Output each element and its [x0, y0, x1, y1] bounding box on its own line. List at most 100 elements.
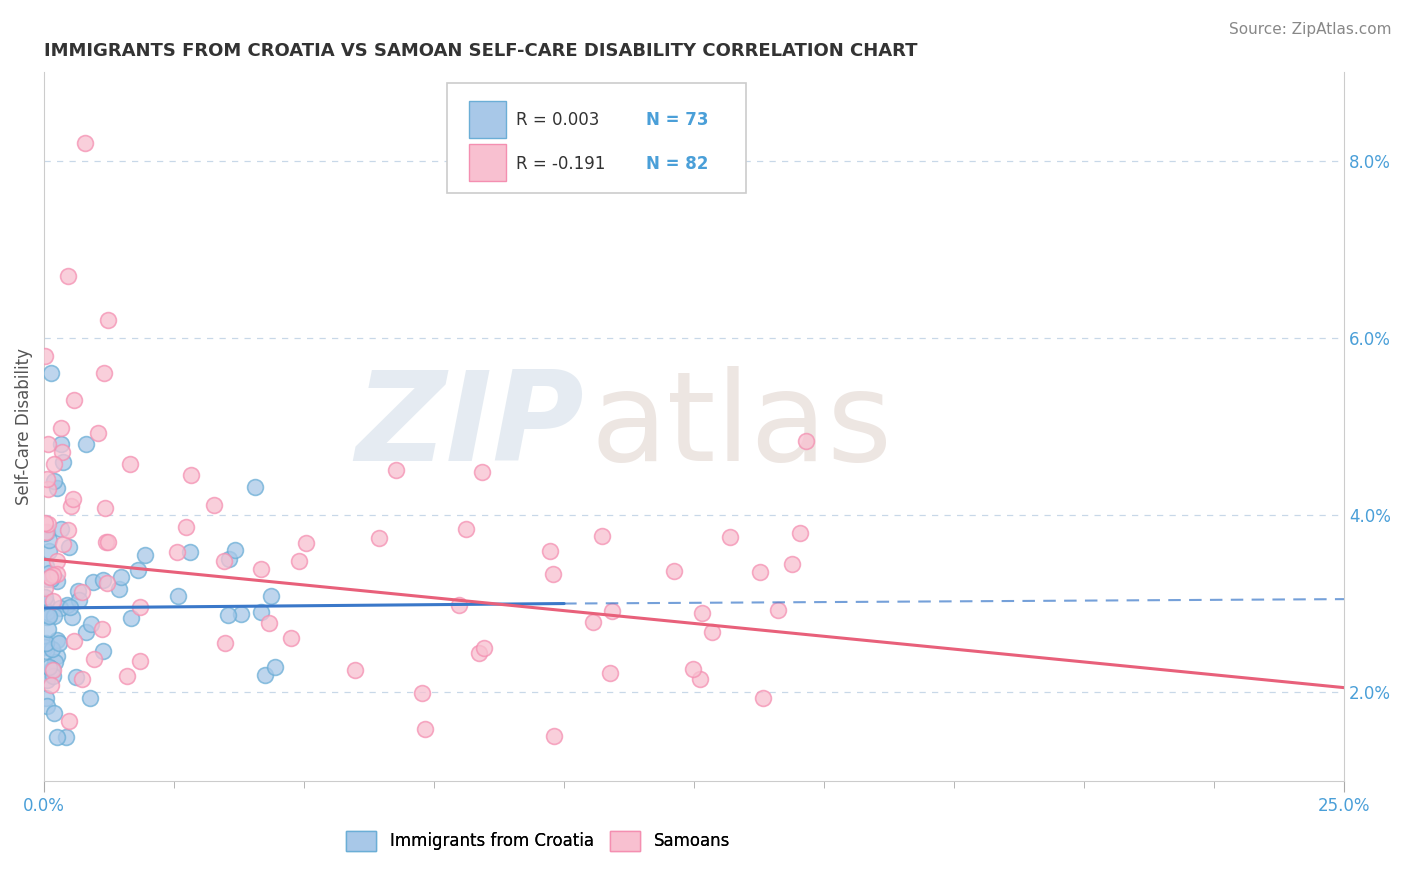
Point — [217, 608, 239, 623]
Point — [97, 313, 120, 327]
Point — [49, 522, 72, 536]
Point — [796, 434, 818, 449]
Point — [174, 520, 197, 534]
Point — [449, 598, 471, 612]
Point — [250, 605, 273, 619]
Point — [90, 622, 112, 636]
Point — [118, 458, 141, 472]
Point — [39, 678, 62, 692]
Point — [45, 482, 67, 496]
Point — [39, 367, 62, 381]
Point — [52, 455, 75, 469]
Point — [212, 554, 235, 568]
Point — [166, 545, 188, 559]
FancyBboxPatch shape — [470, 144, 506, 181]
Point — [35, 572, 58, 586]
Point — [44, 784, 66, 798]
Point — [42, 593, 65, 607]
Point — [45, 567, 67, 582]
Point — [34, 516, 56, 531]
Point — [690, 606, 713, 620]
Point — [45, 731, 67, 745]
Point — [42, 457, 65, 471]
Text: N = 73: N = 73 — [645, 111, 709, 128]
Point — [120, 610, 142, 624]
Text: R = 0.003: R = 0.003 — [516, 111, 599, 128]
Point — [411, 686, 433, 700]
Point — [46, 554, 69, 568]
Point — [51, 437, 73, 451]
Text: ZIP: ZIP — [354, 366, 583, 487]
Point — [75, 624, 97, 639]
Point — [253, 668, 276, 682]
Point — [260, 589, 283, 603]
Point — [38, 609, 60, 624]
Point — [75, 437, 97, 451]
Point — [134, 548, 156, 562]
Point — [35, 525, 58, 540]
Point — [543, 729, 565, 743]
Point — [471, 465, 494, 479]
Point — [751, 690, 773, 705]
Point — [749, 565, 772, 579]
Point — [34, 640, 56, 654]
Point — [249, 562, 271, 576]
Point — [91, 573, 114, 587]
Point — [257, 616, 280, 631]
Point — [38, 533, 60, 548]
Point — [48, 636, 70, 650]
Point — [41, 641, 63, 656]
Point — [689, 672, 711, 686]
Point — [42, 568, 65, 582]
Point — [96, 576, 118, 591]
Point — [280, 631, 302, 645]
Point — [789, 526, 811, 541]
Point — [34, 644, 56, 658]
Point — [58, 268, 80, 283]
Legend: Immigrants from Croatia, Samoans: Immigrants from Croatia, Samoans — [340, 824, 737, 857]
Point — [67, 593, 90, 607]
Text: R = -0.191: R = -0.191 — [516, 155, 606, 173]
Point — [472, 640, 495, 655]
Point — [682, 662, 704, 676]
Point — [108, 582, 131, 596]
Point — [127, 563, 149, 577]
Point — [288, 553, 311, 567]
Text: atlas: atlas — [591, 366, 893, 487]
Point — [110, 570, 132, 584]
Point — [70, 672, 93, 686]
Point — [264, 660, 287, 674]
Point — [46, 633, 69, 648]
Point — [343, 663, 366, 677]
Point — [229, 607, 252, 621]
FancyBboxPatch shape — [447, 83, 747, 193]
Point — [41, 669, 63, 683]
Point — [37, 517, 59, 532]
Point — [42, 608, 65, 623]
Point — [94, 535, 117, 549]
Point — [73, 136, 96, 151]
Point — [38, 660, 60, 674]
Point — [117, 668, 139, 682]
Point — [591, 528, 613, 542]
Text: N = 82: N = 82 — [645, 155, 709, 173]
Point — [46, 649, 69, 664]
Point — [65, 670, 87, 684]
Point — [214, 635, 236, 649]
Point — [44, 655, 66, 669]
Point — [179, 544, 201, 558]
Point — [70, 585, 93, 599]
Point — [44, 706, 66, 720]
Point — [662, 565, 685, 579]
Point — [34, 581, 56, 595]
Point — [60, 609, 83, 624]
Point — [218, 552, 240, 566]
Point — [51, 421, 73, 435]
Point — [700, 625, 723, 640]
Point — [368, 531, 391, 545]
Point — [66, 584, 89, 599]
Point — [35, 691, 58, 706]
Point — [56, 523, 79, 537]
Point — [295, 536, 318, 550]
Point — [129, 654, 152, 668]
